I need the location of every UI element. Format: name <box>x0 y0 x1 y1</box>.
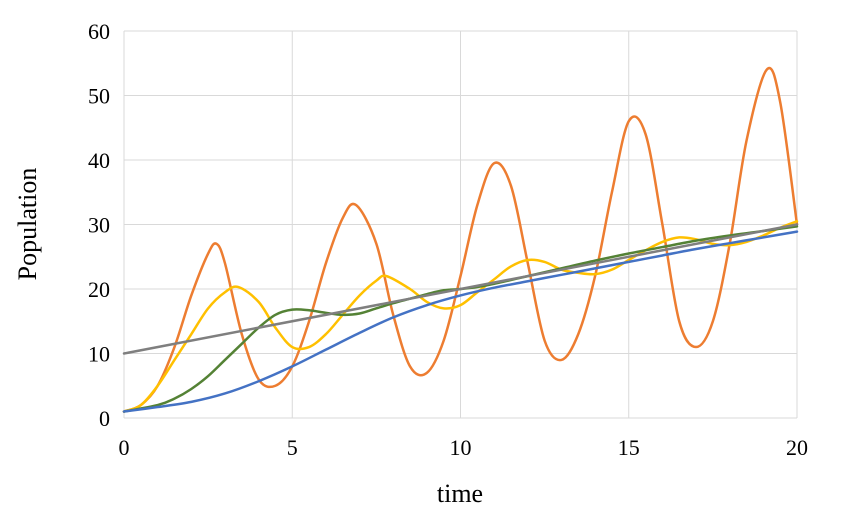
grid <box>123 30 798 419</box>
y-tick-label: 60 <box>88 19 110 44</box>
x-tick-label: 20 <box>786 435 808 460</box>
y-tick-label: 20 <box>88 277 110 302</box>
x-tick-label: 15 <box>618 435 640 460</box>
y-tick-label: 0 <box>99 406 110 431</box>
x-axis-title: time <box>437 479 483 508</box>
y-axis-title: Population <box>13 168 42 281</box>
series-line-0 <box>122 66 799 413</box>
y-tick-label: 40 <box>88 148 110 173</box>
y-tick-label: 50 <box>88 84 110 109</box>
x-tick-label: 0 <box>119 435 130 460</box>
series-line-2 <box>122 225 799 413</box>
x-tick-label: 10 <box>450 435 472 460</box>
series-lines <box>122 66 799 413</box>
x-axis-ticks: 0 5 10 15 20 <box>119 435 809 460</box>
y-axis-ticks: 0 10 20 30 40 50 60 <box>88 19 110 431</box>
y-tick-label: 10 <box>88 342 110 367</box>
series-line-1 <box>122 220 799 413</box>
series-line-3 <box>122 230 799 413</box>
x-tick-label: 5 <box>287 435 298 460</box>
series-line-4 <box>122 223 799 355</box>
y-tick-label: 30 <box>88 213 110 238</box>
